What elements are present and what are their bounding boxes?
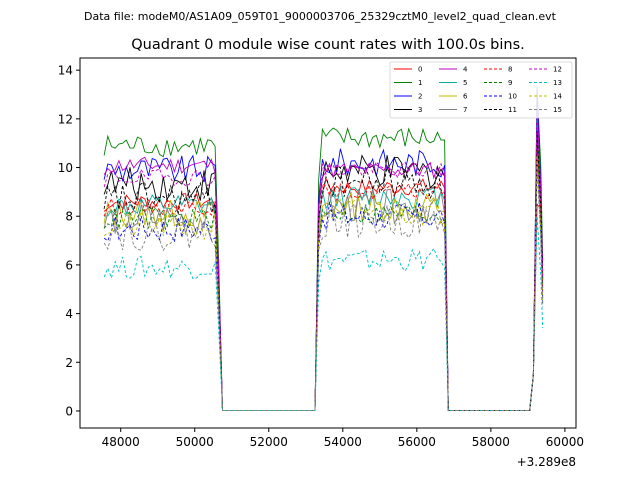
x-tick-label: 60000 — [546, 435, 584, 449]
plot-frame — [79, 57, 577, 429]
legend-box — [389, 61, 573, 119]
legend-label-1: 1 — [418, 79, 422, 87]
legend-label-8: 8 — [508, 66, 512, 74]
series-line-4 — [103, 106, 544, 411]
series-line-6 — [103, 143, 544, 411]
legend-label-13: 13 — [553, 79, 562, 87]
chart-suptitle: Data file: modeM0/AS1A09_059T01_90000037… — [84, 10, 557, 23]
legend-label-2: 2 — [418, 93, 422, 101]
legend-label-9: 9 — [508, 79, 512, 87]
series-line-2 — [103, 87, 544, 411]
x-tick-label: 50000 — [176, 435, 214, 449]
legend-label-5: 5 — [463, 79, 467, 87]
series-line-9 — [103, 143, 544, 411]
series-line-12 — [103, 106, 544, 411]
x-axis: 48000 50000 52000 54000 56000 58000 60000 — [102, 428, 584, 449]
y-tick-label: 0 — [65, 404, 73, 418]
series-line-13 — [103, 216, 544, 411]
legend-label-10: 10 — [508, 93, 517, 101]
x-tick-label: 56000 — [398, 435, 436, 449]
series-line-1 — [103, 89, 544, 411]
series-line-15 — [103, 167, 544, 411]
y-tick-label: 14 — [58, 64, 73, 78]
legend-label-14: 14 — [553, 93, 562, 101]
series-layer — [103, 87, 544, 411]
legend-label-7: 7 — [463, 106, 467, 114]
series-line-11 — [103, 130, 544, 411]
series-line-14 — [103, 155, 544, 411]
legend-label-11: 11 — [508, 106, 517, 114]
x-offset-label: +3.289e8 — [517, 455, 576, 469]
legend-label-12: 12 — [553, 66, 562, 74]
y-tick-label: 12 — [58, 112, 73, 126]
x-tick-label: 48000 — [102, 435, 140, 449]
legend-label-4: 4 — [463, 66, 468, 74]
series-line-3 — [103, 118, 544, 411]
y-tick-label: 2 — [65, 356, 73, 370]
series-line-0 — [103, 177, 544, 411]
series-line-8 — [103, 130, 544, 411]
legend-label-0: 0 — [418, 66, 422, 74]
y-axis: 0 2 4 6 8 10 12 14 — [58, 64, 80, 418]
y-tick-label: 4 — [65, 307, 73, 321]
y-tick-label: 8 — [65, 210, 73, 224]
legend-label-3: 3 — [418, 106, 422, 114]
x-tick-label: 54000 — [324, 435, 362, 449]
series-line-10 — [103, 155, 544, 411]
x-tick-label: 52000 — [250, 435, 288, 449]
chart-title: Quadrant 0 module wise count rates with … — [131, 37, 525, 53]
x-tick-label: 58000 — [472, 435, 510, 449]
legend-label-15: 15 — [553, 106, 562, 114]
legend-label-6: 6 — [463, 93, 468, 101]
series-line-5 — [104, 118, 544, 411]
y-tick-label: 10 — [58, 161, 73, 175]
y-tick-label: 6 — [65, 258, 73, 272]
